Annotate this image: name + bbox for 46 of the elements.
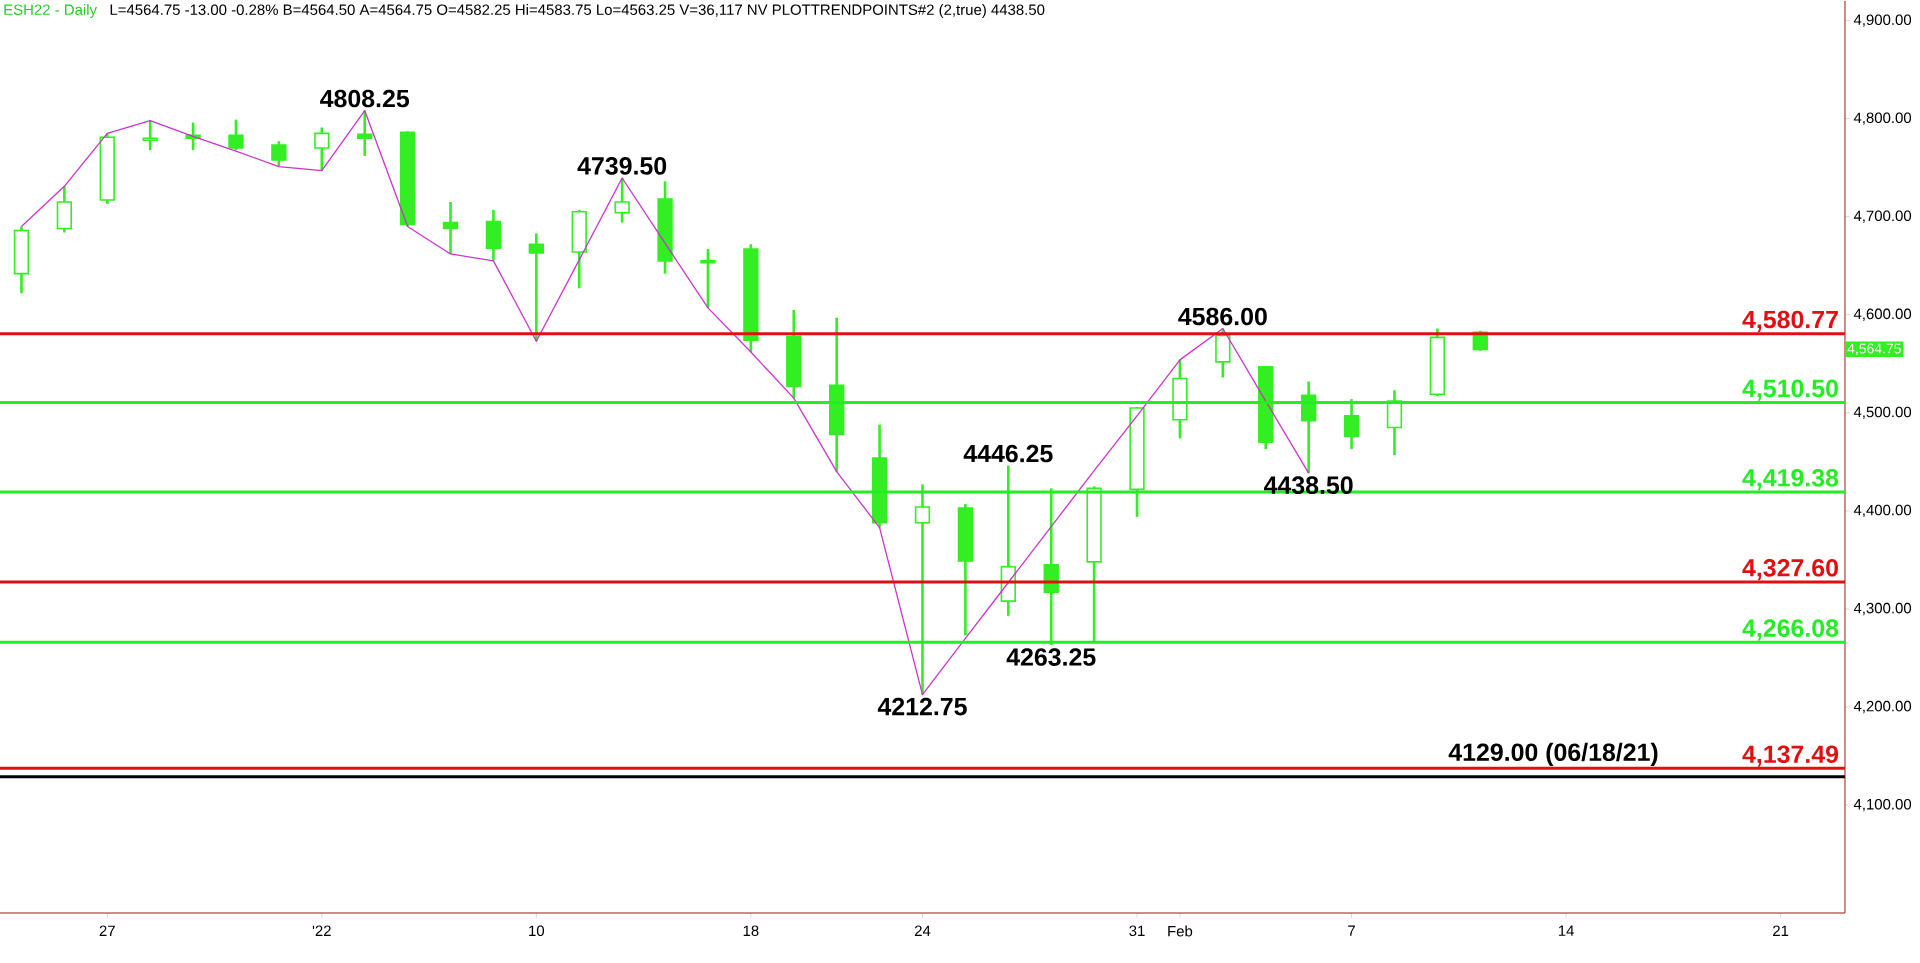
x-tick-label: 14: [1558, 925, 1574, 936]
ref-line-label: 4,580.77: [1742, 310, 1838, 332]
x-tick-label: 27: [99, 925, 115, 936]
ref-line-label: 4,419.38: [1742, 468, 1839, 491]
ref-line-label: 4,327.60: [1742, 558, 1838, 581]
y-tick-label: 4,900.00: [1853, 14, 1912, 27]
y-tick-label: 4,400.00: [1853, 504, 1912, 518]
x-tick-label: 24: [914, 925, 931, 936]
annotation: 4263.25: [1006, 648, 1096, 666]
candlestick: [228, 118, 244, 152]
candlestick: [1343, 397, 1360, 451]
ref-line-label: 4,137.49: [1742, 745, 1839, 767]
y-tick-label: 4,600.00: [1853, 308, 1912, 321]
candlestick: [314, 126, 330, 172]
ref-line-label: 4129.00 (06/18/21): [1448, 742, 1658, 766]
candlestick: [914, 483, 931, 696]
x-tick-label: 7: [1348, 925, 1355, 936]
x-tick-label: Feb: [1168, 925, 1193, 937]
candlestick: [271, 139, 287, 168]
y-tick-label: 4,500.00: [1853, 406, 1912, 420]
candlestick: [357, 109, 373, 158]
candlestick: [142, 119, 158, 152]
candlestick: [528, 232, 544, 343]
y-tick-label: 4,800.00: [1853, 112, 1912, 125]
candlestick: [700, 247, 716, 310]
text: 4,564.75: [1847, 343, 1901, 356]
x-tick-label: 21: [1773, 925, 1789, 936]
x-tick-label: 31: [1129, 925, 1145, 937]
y-tick-label: 4,300.00: [1853, 602, 1912, 616]
annotation: 4438.50: [1264, 476, 1353, 495]
x-tick-label: 18: [743, 925, 759, 937]
y-tick-label: 4,200.00: [1853, 700, 1912, 714]
chart-title: ESH22 - Daily: [4, 4, 97, 18]
x-tick-label: '22: [312, 925, 331, 936]
ref-line-label: 4,266.08: [1742, 619, 1839, 641]
ref-line-label: 4,510.50: [1742, 379, 1838, 401]
annotation: 4586.00: [1178, 307, 1267, 326]
candlestick: [442, 200, 459, 256]
x-tick-label: 10: [529, 925, 545, 937]
y-tick-label: 4,700.00: [1853, 210, 1912, 223]
annotation: 4212.75: [877, 697, 967, 716]
annotation: 4808.25: [320, 89, 410, 108]
annotation: 4739.50: [577, 157, 667, 175]
y-tick-label: 4,100.00: [1853, 798, 1912, 812]
chart-subtitle: L=4564.75 -13.00 -0.28% B=4564.50 A=4564.75 O=4582.25 Hi=4583.75 Lo=4563.25 V=36,117 NV PLOTTRENDPOINTS#2 (2,true) 4438.50: [110, 4, 1045, 18]
annotation: 4446.25: [963, 444, 1053, 463]
